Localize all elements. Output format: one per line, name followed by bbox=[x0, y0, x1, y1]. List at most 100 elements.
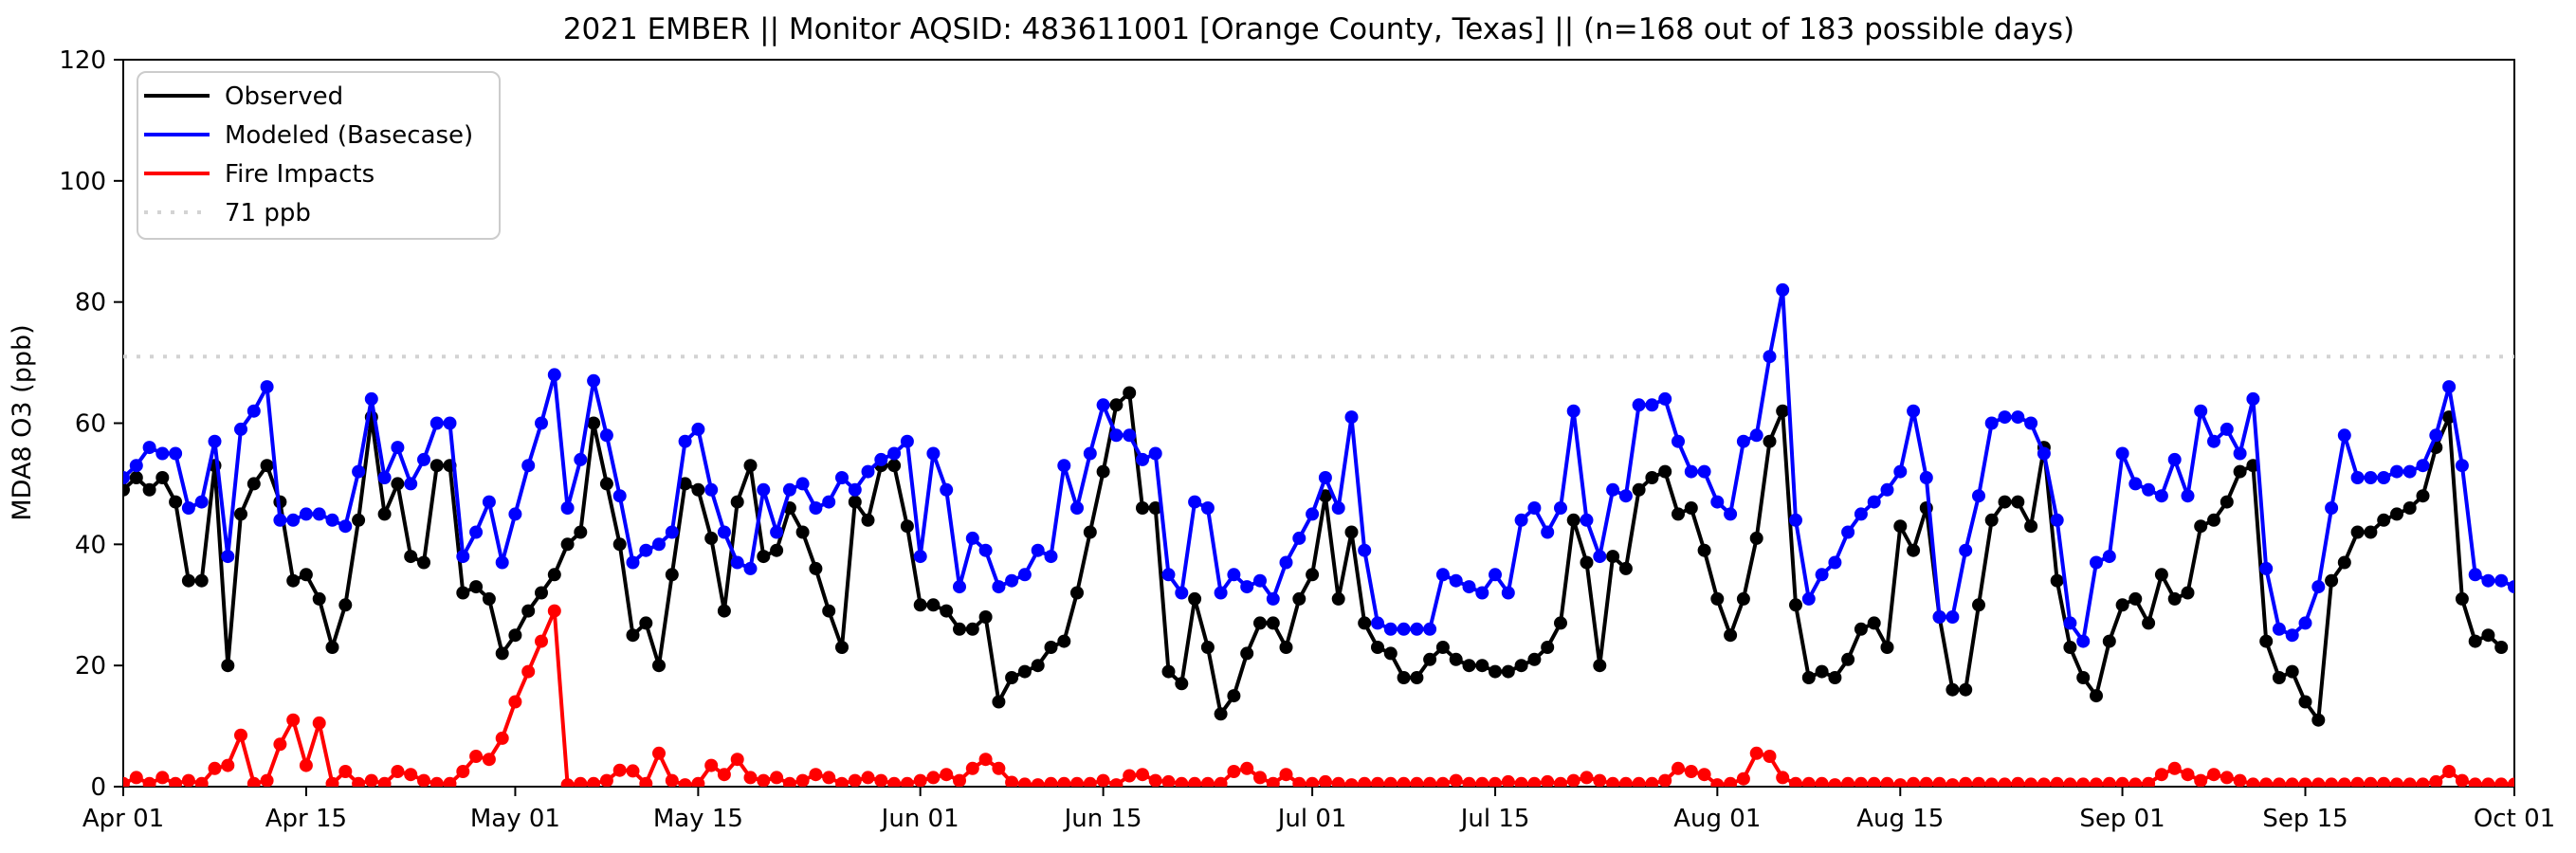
observed-point bbox=[155, 471, 170, 484]
fire-impacts-point bbox=[1279, 768, 1293, 782]
observed-point bbox=[2337, 555, 2351, 570]
modeled-basecase-point bbox=[874, 452, 888, 466]
observed-point bbox=[809, 561, 823, 575]
modeled-basecase-point bbox=[1645, 398, 1659, 412]
modeled-basecase-point bbox=[1462, 580, 1476, 594]
fire-impacts-point bbox=[142, 776, 156, 787]
observed-point bbox=[2455, 591, 2469, 606]
fire-impacts-point bbox=[626, 764, 640, 778]
modeled-basecase-point bbox=[273, 513, 287, 527]
fire-impacts-point bbox=[260, 773, 274, 787]
observed-point bbox=[1514, 659, 1528, 673]
modeled-basecase-point bbox=[1148, 446, 1162, 461]
fire-impacts-point bbox=[2311, 777, 2326, 787]
fire-impacts-point bbox=[2128, 777, 2143, 787]
observed-point bbox=[1423, 652, 1437, 666]
fire-impacts-point bbox=[1044, 776, 1058, 787]
observed-point bbox=[2416, 489, 2430, 503]
observed-point bbox=[848, 495, 862, 509]
fire-impacts-point bbox=[547, 604, 561, 618]
series-layer bbox=[123, 282, 2514, 787]
modeled-basecase-point bbox=[770, 525, 784, 539]
fire-impacts-point bbox=[926, 771, 941, 785]
modeled-basecase-point bbox=[730, 555, 744, 570]
fire-impacts-point bbox=[181, 773, 195, 787]
fire-impacts-point bbox=[953, 773, 966, 787]
observed-point bbox=[1123, 386, 1137, 400]
modeled-basecase-point bbox=[1489, 568, 1502, 582]
modeled-basecase-point bbox=[1776, 282, 1790, 297]
fire-impacts-point bbox=[194, 776, 209, 787]
fire-impacts-point bbox=[404, 768, 418, 782]
observed-point bbox=[2402, 501, 2417, 515]
fire-impacts-point bbox=[1776, 771, 1790, 785]
modeled-basecase-point bbox=[1815, 568, 1829, 582]
modeled-basecase-point bbox=[2481, 573, 2495, 588]
fire-impacts-point bbox=[1618, 776, 1633, 787]
modeled-basecase-point bbox=[1306, 507, 1320, 521]
observed-point bbox=[1593, 659, 1607, 673]
fire-impacts-point bbox=[1984, 777, 1999, 787]
observed-point bbox=[1645, 471, 1659, 484]
observed-point bbox=[2364, 525, 2378, 539]
modeled-basecase-point bbox=[978, 543, 993, 557]
fire-impacts-point bbox=[1554, 776, 1567, 787]
fire-impacts-point bbox=[1919, 776, 1933, 787]
fire-impacts-point bbox=[965, 761, 979, 775]
y-axis-tick-label: 40 bbox=[75, 531, 106, 559]
fire-impacts-point bbox=[574, 776, 588, 787]
fire-impacts-point bbox=[1541, 774, 1555, 787]
fire-impacts-point bbox=[2259, 777, 2274, 787]
observed-point bbox=[2481, 628, 2495, 643]
modeled-basecase-point bbox=[717, 525, 731, 539]
x-axis-tick-label: Aug 15 bbox=[1856, 805, 1944, 833]
modeled-basecase-point bbox=[129, 459, 143, 473]
x-axis-tick-label: Sep 01 bbox=[2079, 805, 2165, 833]
observed-point bbox=[1383, 646, 1398, 661]
modeled-basecase-point bbox=[1423, 622, 1437, 636]
fire-impacts-point bbox=[900, 776, 914, 787]
modeled-basecase-point bbox=[782, 482, 796, 497]
modeled-basecase-point bbox=[652, 537, 666, 552]
modeled-basecase-point bbox=[2416, 459, 2430, 473]
modeled-basecase-point bbox=[2207, 434, 2220, 448]
fire-impacts-point bbox=[1828, 778, 1842, 787]
observed-point bbox=[2233, 464, 2247, 479]
fire-impacts-point bbox=[587, 776, 601, 787]
modeled-basecase-point bbox=[221, 550, 235, 564]
fire-impacts-point bbox=[612, 763, 627, 777]
modeled-basecase-point bbox=[2220, 422, 2234, 436]
fire-impacts-point bbox=[1031, 778, 1045, 787]
fire-impacts-point bbox=[1292, 776, 1306, 787]
modeled-basecase-point bbox=[2350, 471, 2365, 484]
observed-point bbox=[123, 482, 130, 497]
modeled-basecase-point bbox=[2285, 628, 2299, 643]
fire-impacts-point bbox=[2090, 777, 2103, 787]
fire-impacts-point bbox=[1410, 776, 1424, 787]
observed-point bbox=[1527, 652, 1542, 666]
observed-point bbox=[574, 525, 588, 539]
fire-impacts-markers bbox=[123, 604, 2514, 787]
fire-impacts-point bbox=[1998, 777, 2012, 787]
fire-impacts-point bbox=[2011, 776, 2025, 787]
modeled-basecase-point bbox=[234, 422, 247, 436]
fire-impacts-point bbox=[2142, 776, 2156, 787]
modeled-basecase-point bbox=[1828, 555, 1842, 570]
fire-impacts-point bbox=[208, 761, 222, 775]
observed-point bbox=[169, 495, 183, 509]
observed-point bbox=[2076, 671, 2091, 684]
observed-point bbox=[1358, 616, 1372, 630]
modeled-basecase-point bbox=[469, 525, 484, 539]
observed-point bbox=[2115, 598, 2129, 612]
fire-impacts-point bbox=[1344, 778, 1359, 787]
modeled-basecase-point bbox=[1566, 404, 1580, 418]
modeled-basecase-point bbox=[169, 446, 183, 461]
fire-impacts-point bbox=[770, 771, 784, 785]
modeled-basecase-point bbox=[1606, 482, 1620, 497]
observed-point bbox=[299, 568, 313, 582]
observed-point bbox=[2024, 519, 2038, 534]
fire-impacts-point bbox=[717, 768, 731, 782]
modeled-basecase-point bbox=[1227, 568, 1241, 582]
observed-point bbox=[1462, 659, 1476, 673]
